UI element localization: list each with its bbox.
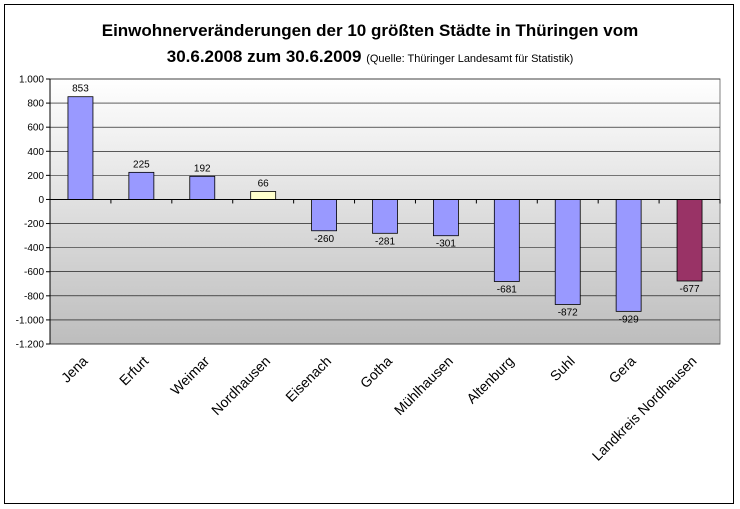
data-label: -929 — [619, 314, 639, 325]
y-tick-label: 800 — [27, 99, 44, 110]
y-tick-label: -1.000 — [16, 315, 45, 326]
data-label: -260 — [314, 234, 334, 245]
data-label: -872 — [558, 307, 578, 318]
bar — [615, 199, 642, 312]
bar — [311, 199, 337, 232]
chart-title-source: (Quelle: Thüringer Landesamt für Statist… — [366, 53, 574, 65]
bar — [433, 199, 459, 237]
category-label: Jena — [58, 353, 91, 386]
bar — [128, 171, 155, 200]
category-label: Landkreis Nordhausen — [589, 353, 700, 464]
chart-title: Einwohnerveränderungen der 10 größten St… — [0, 18, 740, 72]
category-label: Altenburg — [463, 353, 517, 407]
category-label: Erfurt — [116, 353, 152, 389]
data-label: 853 — [72, 84, 89, 95]
data-label: -677 — [680, 284, 700, 295]
data-label: -301 — [436, 239, 456, 250]
category-label: Gera — [605, 353, 638, 386]
y-tick-label: 200 — [27, 171, 44, 182]
y-tick-label: -400 — [24, 243, 44, 254]
data-label: 192 — [194, 163, 211, 174]
y-tick-label: 0 — [38, 195, 44, 206]
y-tick-label: -600 — [24, 267, 44, 278]
category-label: Mühlhausen — [391, 353, 456, 418]
data-label: 225 — [133, 159, 150, 170]
bar — [372, 199, 398, 234]
bar — [554, 199, 581, 305]
chart-title-period: 30.6.2008 zum 30.6.2009 — [166, 47, 362, 66]
bar — [67, 96, 94, 200]
data-label: -681 — [497, 284, 517, 295]
y-tick-label: -200 — [24, 219, 44, 230]
data-label: -281 — [375, 236, 395, 247]
chart-title-line1: Einwohnerveränderungen der 10 größten St… — [101, 21, 639, 40]
y-tick-label: 600 — [27, 123, 44, 134]
data-label: 66 — [258, 179, 270, 190]
category-label: Suhl — [547, 353, 578, 384]
y-tick-label: 400 — [27, 147, 44, 158]
chart-title-line2: 30.6.2008 zum 30.6.2009 (Quelle: Thüring… — [0, 44, 740, 72]
category-label: Nordhausen — [208, 353, 273, 418]
category-label: Eisenach — [282, 353, 334, 405]
bar — [493, 199, 520, 282]
y-tick-label: -1.200 — [16, 340, 45, 351]
y-tick-label: 1.000 — [19, 75, 44, 86]
bar — [676, 199, 703, 282]
bar — [189, 175, 216, 200]
category-label: Gotha — [357, 353, 395, 391]
category-label: Weimar — [167, 353, 212, 398]
bar — [250, 191, 277, 200]
y-tick-label: -800 — [24, 291, 44, 302]
